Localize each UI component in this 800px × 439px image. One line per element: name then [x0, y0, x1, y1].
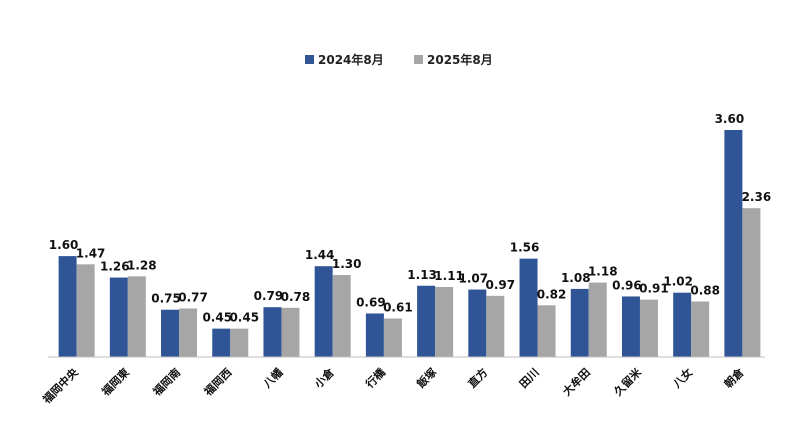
- bars-group: [58, 130, 761, 358]
- value-label-1-0: 1.47: [76, 246, 106, 260]
- value-label-0-4: 0.79: [254, 289, 284, 303]
- category-label-3: 福岡西: [200, 365, 234, 399]
- bar-0-7: [417, 285, 436, 357]
- value-label-1-9: 0.82: [537, 287, 567, 301]
- value-label-1-1: 1.28: [127, 258, 157, 272]
- bar-1-9: [537, 305, 556, 357]
- category-label-12: 八女: [669, 365, 695, 391]
- value-label-1-13: 2.36: [742, 190, 772, 204]
- value-label-0-9: 1.56: [510, 241, 540, 255]
- bar-1-0: [76, 264, 95, 357]
- bar-1-1: [127, 276, 146, 357]
- value-label-0-6: 0.69: [356, 295, 386, 309]
- value-label-0-12: 1.02: [663, 275, 693, 289]
- category-label-8: 直方: [465, 365, 490, 390]
- bar-0-0: [58, 256, 77, 357]
- legend-swatch-1: [414, 55, 423, 64]
- value-label-0-2: 0.75: [151, 292, 181, 306]
- value-label-1-11: 0.91: [639, 282, 669, 296]
- value-label-1-4: 0.78: [281, 290, 311, 304]
- value-label-0-1: 1.26: [100, 260, 130, 274]
- legend-swatch-0: [305, 55, 314, 64]
- legend-label-1: 2025年8月: [427, 52, 493, 67]
- bar-0-1: [109, 277, 128, 357]
- bar-1-11: [639, 299, 658, 357]
- value-label-1-5: 1.30: [332, 257, 362, 271]
- category-label-13: 朝倉: [721, 365, 747, 391]
- value-label-0-0: 1.60: [49, 238, 79, 252]
- bar-1-2: [179, 308, 198, 357]
- value-label-1-7: 1.11: [434, 269, 464, 283]
- bar-0-9: [519, 258, 538, 357]
- bar-1-5: [332, 275, 351, 357]
- value-label-1-2: 0.77: [178, 290, 208, 304]
- bar-0-10: [570, 288, 589, 357]
- bar-0-8: [468, 289, 487, 357]
- bar-1-4: [281, 307, 300, 357]
- bar-1-10: [588, 282, 607, 357]
- value-label-0-5: 1.44: [305, 248, 335, 262]
- category-label-10: 大牟田: [560, 365, 593, 398]
- category-label-1: 福岡東: [98, 365, 133, 400]
- category-label-5: 小倉: [311, 365, 338, 392]
- category-labels-group: 福岡中央 福岡東 福岡南 福岡西 八幡 小倉 行橋 飯塚 直方 田川 大牟田 久留米 八女 朝倉: [39, 365, 747, 407]
- bar-0-6: [365, 313, 384, 357]
- value-labels-group: 1.601.471.261.28 0.750.77 0.450.45 0.790.78…: [49, 112, 771, 325]
- category-label-7: 飯塚: [413, 365, 439, 391]
- category-label-11: 久留米: [611, 365, 645, 399]
- bar-1-13: [742, 208, 761, 357]
- bar-0-13: [724, 130, 743, 357]
- value-label-1-3: 0.45: [229, 311, 259, 325]
- category-label-4: 八幡: [259, 365, 286, 392]
- value-label-0-10: 1.08: [561, 271, 591, 285]
- bar-0-4: [263, 307, 282, 357]
- legend: 2024年8月 2025年8月: [305, 52, 493, 67]
- bar-0-5: [314, 266, 333, 357]
- value-label-0-3: 0.45: [202, 311, 232, 325]
- value-label-0-11: 0.96: [612, 278, 642, 292]
- value-label-1-10: 1.18: [588, 265, 618, 279]
- value-label-0-13: 3.60: [715, 112, 745, 126]
- bar-0-12: [673, 292, 692, 357]
- bar-0-2: [161, 309, 180, 357]
- bar-0-3: [212, 328, 231, 358]
- bar-1-12: [691, 301, 710, 357]
- value-label-1-6: 0.61: [383, 301, 413, 315]
- category-label-6: 行橋: [362, 365, 389, 392]
- value-label-1-12: 0.88: [690, 284, 720, 298]
- value-label-0-7: 1.13: [407, 268, 437, 282]
- value-label-0-8: 1.07: [459, 272, 489, 286]
- bar-1-8: [486, 295, 505, 357]
- category-label-2: 福岡南: [149, 365, 183, 399]
- bar-1-6: [383, 318, 402, 357]
- category-label-0: 福岡中央: [39, 365, 81, 407]
- category-label-9: 田川: [517, 366, 542, 391]
- bar-0-11: [621, 296, 640, 357]
- bar-1-7: [435, 287, 454, 357]
- value-label-1-8: 0.97: [486, 278, 516, 292]
- bar-1-3: [230, 328, 249, 358]
- legend-label-0: 2024年8月: [318, 52, 384, 67]
